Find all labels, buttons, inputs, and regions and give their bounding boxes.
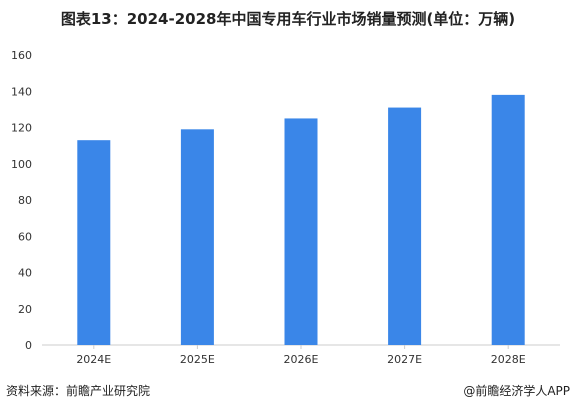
credit-note: @前瞻经济学人APP bbox=[463, 384, 570, 398]
y-tick-label: 0 bbox=[25, 339, 32, 352]
x-tick-label: 2025E bbox=[180, 353, 215, 366]
bar-2024E bbox=[77, 140, 111, 345]
bar-2026E bbox=[284, 118, 318, 345]
chart-title: 图表13：2024-2028年中国专用车行业市场销量预测(单位：万辆) bbox=[60, 10, 516, 28]
bar-2028E bbox=[491, 94, 525, 345]
y-tick-label: 80 bbox=[18, 194, 32, 207]
y-tick-label: 120 bbox=[11, 122, 32, 135]
y-tick-label: 60 bbox=[18, 230, 32, 243]
bar-2025E bbox=[180, 129, 214, 345]
x-tick-label: 2027E bbox=[387, 353, 422, 366]
bar-2027E bbox=[388, 107, 422, 345]
y-tick-label: 40 bbox=[18, 267, 32, 280]
source-note: 资料来源：前瞻产业研究院 bbox=[6, 384, 151, 398]
y-tick-label: 100 bbox=[11, 158, 32, 171]
x-tick-label: 2028E bbox=[491, 353, 526, 366]
y-tick-label: 160 bbox=[11, 49, 32, 62]
y-tick-label: 20 bbox=[18, 303, 32, 316]
x-tick-label: 2026E bbox=[284, 353, 319, 366]
y-tick-label: 140 bbox=[11, 85, 32, 98]
x-tick-label: 2024E bbox=[76, 353, 111, 366]
